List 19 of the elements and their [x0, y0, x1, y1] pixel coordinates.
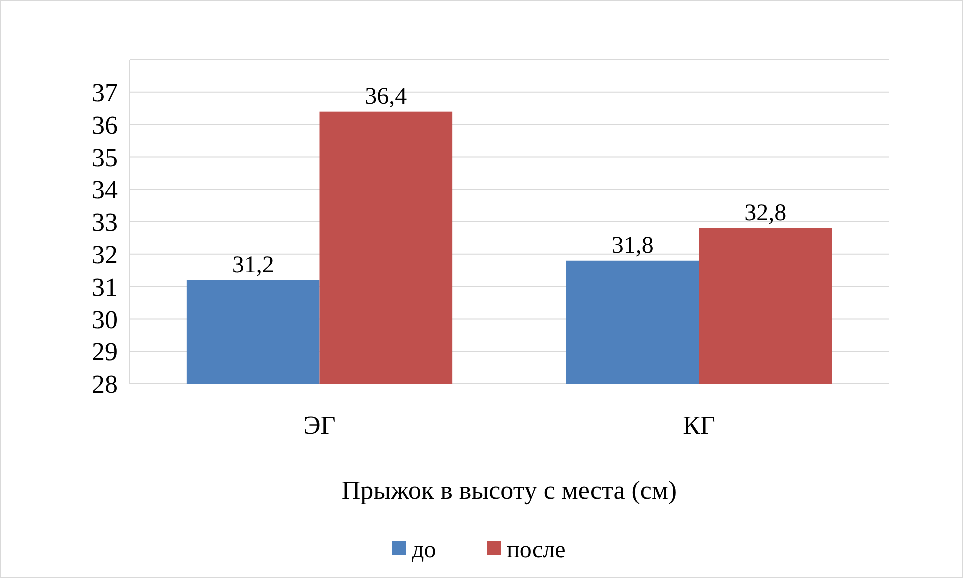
y-tick-label: 32	[92, 240, 118, 270]
legend-label: после	[507, 537, 566, 564]
y-tick-label: 35	[92, 143, 118, 172]
y-tick-label: 36	[92, 110, 118, 140]
data-label: 36,4	[365, 84, 408, 110]
x-axis-title: Прыжок в высоту с места (см)	[342, 476, 678, 505]
y-tick-label: 30	[92, 305, 118, 334]
y-tick-label: 29	[92, 338, 118, 367]
y-tick-label: 31	[92, 272, 118, 302]
data-label: 31,8	[612, 232, 654, 259]
data-label: 32,8	[744, 200, 787, 226]
data-label: 31,2	[232, 252, 274, 278]
legend-label: до	[412, 537, 436, 564]
x-tick-label: ЭГ	[304, 411, 336, 440]
y-tick-label: 37	[92, 78, 118, 108]
y-tick-label: 34	[92, 176, 118, 205]
y-tick-label: 33	[92, 208, 118, 238]
y-tick-label: 28	[92, 370, 118, 400]
x-tick-label: КГ	[683, 411, 716, 440]
